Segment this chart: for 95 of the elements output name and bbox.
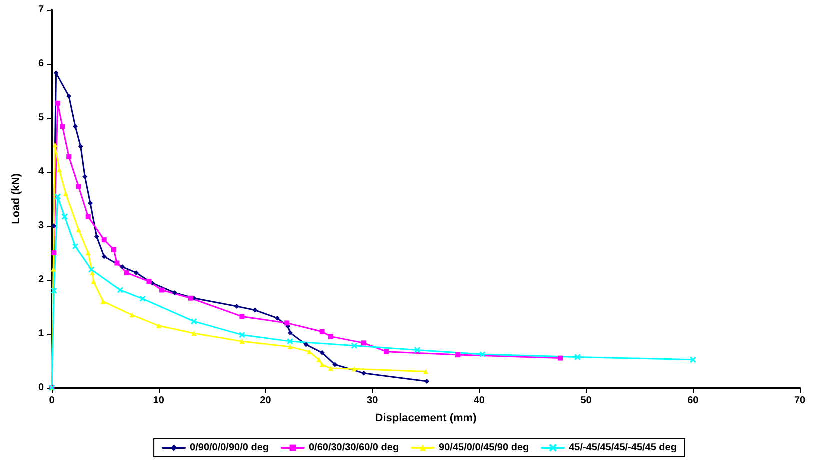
point xyxy=(240,314,245,320)
point xyxy=(479,351,486,358)
point xyxy=(55,100,60,106)
point xyxy=(414,346,421,354)
y-axis-title: Load (kN) xyxy=(10,173,22,224)
point xyxy=(316,357,322,362)
point xyxy=(52,142,58,148)
y-tick-label: 4 xyxy=(38,166,44,178)
point xyxy=(146,279,152,284)
legend-label: 0/90/0/0/90/0 deg xyxy=(190,442,269,454)
point xyxy=(252,308,258,313)
point xyxy=(91,279,96,284)
y-tick-label: 0 xyxy=(38,382,44,394)
point xyxy=(50,288,58,294)
x-tick-label: 60 xyxy=(688,396,700,406)
legend-label: 0/60/30/30/60/0 deg xyxy=(308,442,400,454)
point xyxy=(72,243,79,250)
point xyxy=(558,356,564,361)
point xyxy=(172,290,178,296)
point xyxy=(66,154,72,160)
point xyxy=(86,214,91,220)
y-tick-label: 3 xyxy=(38,220,44,232)
point xyxy=(111,247,116,252)
point xyxy=(86,250,91,256)
point xyxy=(424,379,430,384)
point xyxy=(240,339,245,344)
point xyxy=(190,318,198,325)
point xyxy=(54,194,62,200)
point xyxy=(66,94,72,99)
point xyxy=(88,200,93,206)
x-tick-label: 50 xyxy=(580,396,592,406)
point xyxy=(574,354,581,360)
point xyxy=(140,296,146,302)
x-tick-label: 20 xyxy=(260,396,272,406)
point xyxy=(120,264,126,270)
point xyxy=(160,288,165,293)
point xyxy=(332,362,338,368)
point xyxy=(288,344,293,350)
y-tick-label: 5 xyxy=(38,112,44,124)
x-tick-label: 70 xyxy=(794,396,806,406)
point xyxy=(328,366,334,372)
point xyxy=(60,124,66,130)
point xyxy=(192,330,197,336)
point xyxy=(351,342,358,350)
y-tick-label: 7 xyxy=(38,4,44,16)
point xyxy=(362,370,367,376)
point xyxy=(100,299,106,304)
point xyxy=(88,266,95,273)
point xyxy=(134,270,139,276)
point xyxy=(284,320,290,326)
point xyxy=(124,270,130,276)
point xyxy=(76,184,82,190)
point xyxy=(117,287,124,294)
point xyxy=(320,350,325,356)
point xyxy=(63,191,68,196)
point xyxy=(320,329,325,334)
point xyxy=(102,254,107,260)
point xyxy=(234,304,240,309)
point xyxy=(690,356,696,364)
x-axis-title: Displacement (mm) xyxy=(375,412,478,424)
point xyxy=(362,340,367,346)
point xyxy=(156,323,162,328)
point xyxy=(384,349,389,354)
point xyxy=(102,238,107,243)
point xyxy=(56,167,62,172)
point xyxy=(328,334,334,340)
point xyxy=(287,338,294,345)
point xyxy=(73,124,78,130)
point xyxy=(188,296,194,301)
y-tick-label: 1 xyxy=(38,328,44,340)
point xyxy=(76,227,82,232)
point xyxy=(424,369,428,374)
x-tick-label: 40 xyxy=(474,396,486,406)
point xyxy=(78,144,84,150)
point xyxy=(130,312,135,318)
point xyxy=(274,316,280,321)
x-tick-label: 0 xyxy=(49,396,56,406)
point xyxy=(52,250,57,256)
x-tick-label: 10 xyxy=(153,396,165,406)
y-tick-label: 2 xyxy=(38,274,44,286)
x-tick-label: 30 xyxy=(367,396,379,406)
y-tick-label: 6 xyxy=(38,58,44,70)
point xyxy=(114,260,120,266)
point xyxy=(352,366,357,372)
point xyxy=(238,332,246,338)
point xyxy=(62,214,68,220)
legend-label: 90/45/0/0/45/90 deg xyxy=(439,442,530,454)
point xyxy=(304,342,309,348)
legend-label: 45/-45/45/45/-45/45 deg xyxy=(569,442,677,454)
point xyxy=(94,234,100,240)
point xyxy=(52,224,57,228)
point xyxy=(320,362,325,368)
point xyxy=(82,174,88,180)
point xyxy=(456,352,461,358)
point xyxy=(288,330,293,336)
